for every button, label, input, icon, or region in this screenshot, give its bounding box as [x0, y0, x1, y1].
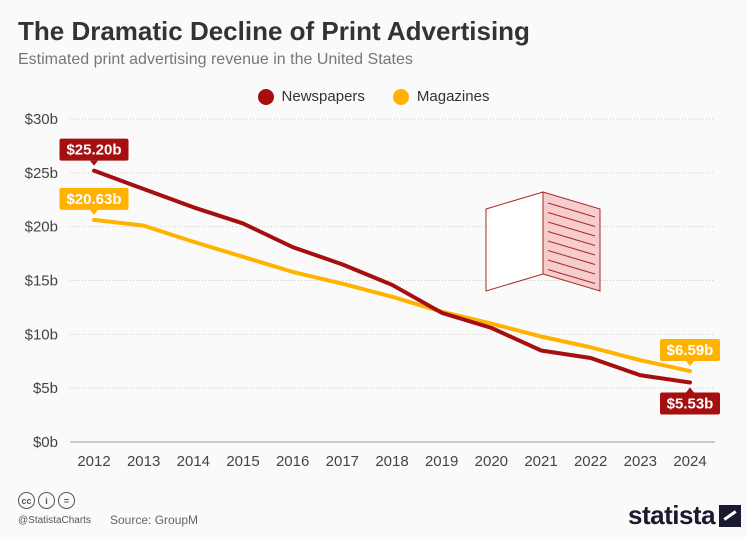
series-line-newspapers	[92, 168, 692, 385]
y-tick-label: $30b	[25, 111, 58, 128]
legend-swatch-magazines	[392, 88, 409, 105]
y-tick-label: $5b	[33, 380, 58, 397]
x-tick-label: 2013	[127, 453, 160, 470]
data-label: $20.63b	[59, 187, 129, 215]
logo-text: statista	[628, 500, 716, 530]
legend-item-newspapers: Newspapers	[257, 88, 365, 105]
data-label-box	[59, 187, 129, 210]
data-label-box	[660, 392, 720, 415]
paper-text-line	[547, 221, 596, 237]
statista-logo: statista	[628, 500, 742, 531]
x-tick-label: 2017	[326, 453, 359, 470]
x-tick-label: 2012	[77, 453, 110, 470]
series-line-magazines	[92, 217, 692, 374]
license-icons: cc i =	[18, 492, 75, 509]
logo-mark-icon	[719, 504, 742, 527]
data-label-pointer	[686, 387, 694, 393]
data-label-text: $25.20b	[66, 142, 121, 159]
x-tick-label: 2016	[276, 453, 309, 470]
x-tick-label: 2014	[177, 453, 210, 470]
y-tick-label: $20b	[25, 219, 58, 236]
paper-text-line	[547, 202, 596, 218]
source-note: Source: GroupM	[110, 513, 199, 527]
paper-text-line	[547, 269, 596, 284]
x-tick-label: 2024	[673, 453, 706, 470]
legend-label: Magazines	[416, 88, 490, 105]
legend-swatch-newspapers	[257, 88, 274, 105]
data-label-box	[660, 339, 720, 362]
data-label-box	[59, 138, 129, 161]
data-label-text: $5.53b	[667, 395, 714, 412]
data-label: $5.53b	[660, 387, 720, 415]
x-tick-label: 2015	[226, 453, 259, 470]
x-tick-label: 2022	[574, 453, 607, 470]
x-tick-label: 2023	[624, 453, 657, 470]
data-label-text: $20.63b	[66, 191, 121, 208]
data-label: $6.59b	[660, 339, 720, 367]
paper-text-line	[547, 240, 596, 256]
x-tick-label: 2018	[375, 453, 408, 470]
x-tick-label: 2021	[524, 453, 557, 470]
paper-text-line	[547, 212, 596, 227]
y-tick-label: $15b	[25, 273, 58, 290]
y-tick-label: $0b	[33, 434, 58, 451]
newspaper-illustration-icon	[485, 191, 601, 292]
legend: Newspapers Magazines	[0, 88, 747, 105]
x-tick-label: 2019	[425, 453, 458, 470]
chart-subtitle: Estimated print advertising revenue in t…	[18, 51, 413, 68]
data-label-text: $6.59b	[667, 342, 714, 359]
legend-label: Newspapers	[281, 88, 365, 105]
social-handle: @StatistaCharts	[18, 515, 91, 526]
paper-text-line	[547, 259, 596, 275]
data-label: $25.20b	[59, 138, 129, 166]
data-label-pointer	[90, 209, 98, 215]
chart-title: The Dramatic Decline of Print Advertisin…	[18, 16, 530, 46]
y-tick-label: $10b	[25, 326, 58, 343]
y-tick-label: $25b	[25, 165, 58, 182]
legend-item-magazines: Magazines	[392, 88, 490, 105]
data-label-pointer	[686, 361, 694, 367]
x-tick-label: 2020	[475, 453, 508, 470]
paper-text-line	[547, 250, 596, 265]
nd-icon: =	[58, 492, 75, 509]
by-icon: i	[38, 492, 55, 509]
cc-icon: cc	[18, 492, 35, 509]
paper-text-line	[547, 231, 596, 246]
data-label-pointer	[90, 160, 98, 166]
